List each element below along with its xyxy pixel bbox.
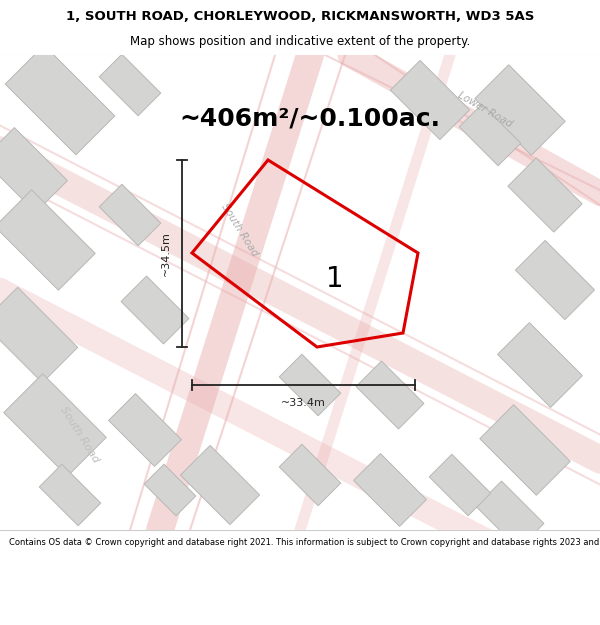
Polygon shape xyxy=(99,54,161,116)
Polygon shape xyxy=(4,374,106,476)
Polygon shape xyxy=(39,464,101,526)
Polygon shape xyxy=(353,454,427,526)
Polygon shape xyxy=(0,190,95,290)
Text: Lower Road: Lower Road xyxy=(456,91,514,129)
Polygon shape xyxy=(109,394,181,466)
Polygon shape xyxy=(515,241,595,319)
Polygon shape xyxy=(0,127,67,212)
Polygon shape xyxy=(429,454,491,516)
Text: South Road: South Road xyxy=(59,405,101,465)
Polygon shape xyxy=(391,61,470,139)
Text: 1, SOUTH ROAD, CHORLEYWOOD, RICKMANSWORTH, WD3 5AS: 1, SOUTH ROAD, CHORLEYWOOD, RICKMANSWORT… xyxy=(66,10,534,23)
Polygon shape xyxy=(99,184,161,246)
Text: ~406m²/~0.100ac.: ~406m²/~0.100ac. xyxy=(179,107,440,131)
Polygon shape xyxy=(121,276,189,344)
Text: 1: 1 xyxy=(326,265,343,293)
Polygon shape xyxy=(475,65,565,155)
Polygon shape xyxy=(5,45,115,155)
Polygon shape xyxy=(279,354,341,416)
Polygon shape xyxy=(508,158,582,232)
Text: Contains OS data © Crown copyright and database right 2021. This information is : Contains OS data © Crown copyright and d… xyxy=(9,538,600,547)
Polygon shape xyxy=(0,288,78,382)
Text: Map shows position and indicative extent of the property.: Map shows position and indicative extent… xyxy=(130,35,470,48)
Text: ~33.4m: ~33.4m xyxy=(281,398,326,408)
Polygon shape xyxy=(459,104,521,166)
Polygon shape xyxy=(480,405,570,495)
Polygon shape xyxy=(356,361,424,429)
Text: South Road: South Road xyxy=(220,202,260,258)
Polygon shape xyxy=(279,444,341,506)
Polygon shape xyxy=(476,481,544,549)
Text: ~34.5m: ~34.5m xyxy=(161,231,171,276)
Polygon shape xyxy=(181,446,260,524)
Polygon shape xyxy=(144,464,196,516)
Polygon shape xyxy=(497,322,583,408)
